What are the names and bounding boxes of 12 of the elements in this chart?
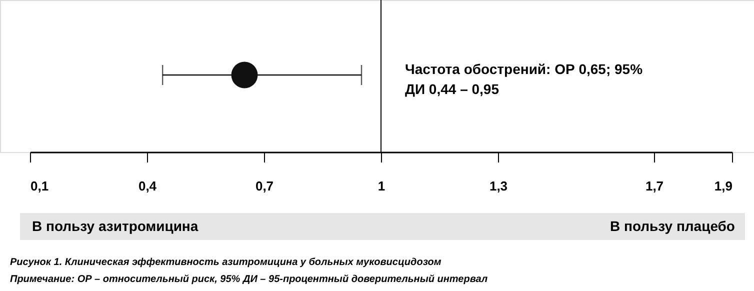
text: Рисунок 1. Клиническая эффективность азитромицина у больных муковисцидозом — [10, 257, 442, 268]
x-tick-label: 1,7 — [645, 178, 664, 194]
annotation: Частота обострений: ОР 0,65; 95% ДИ 0,44 – 0,95 — [405, 61, 644, 97]
text: В пользу плацебо — [610, 218, 735, 234]
x-tick-label: 1,3 — [489, 178, 508, 194]
x-tick-label: 0,1 — [30, 178, 49, 194]
x-tick-label: 1 — [378, 178, 386, 194]
text: В пользу азитромицина — [32, 218, 198, 234]
x-tick-label: 1,9 — [714, 178, 732, 194]
x-tick-label: 0,4 — [138, 178, 158, 194]
text: Примечание: ОР – относительный риск, 95% ДИ – 95-процентный доверительный интервал — [10, 274, 488, 285]
x-tick-label: 0,7 — [255, 178, 274, 194]
